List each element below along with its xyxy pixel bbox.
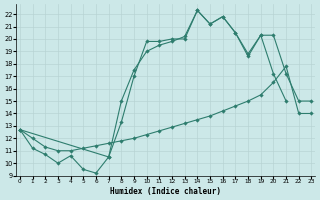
X-axis label: Humidex (Indice chaleur): Humidex (Indice chaleur) <box>110 187 221 196</box>
